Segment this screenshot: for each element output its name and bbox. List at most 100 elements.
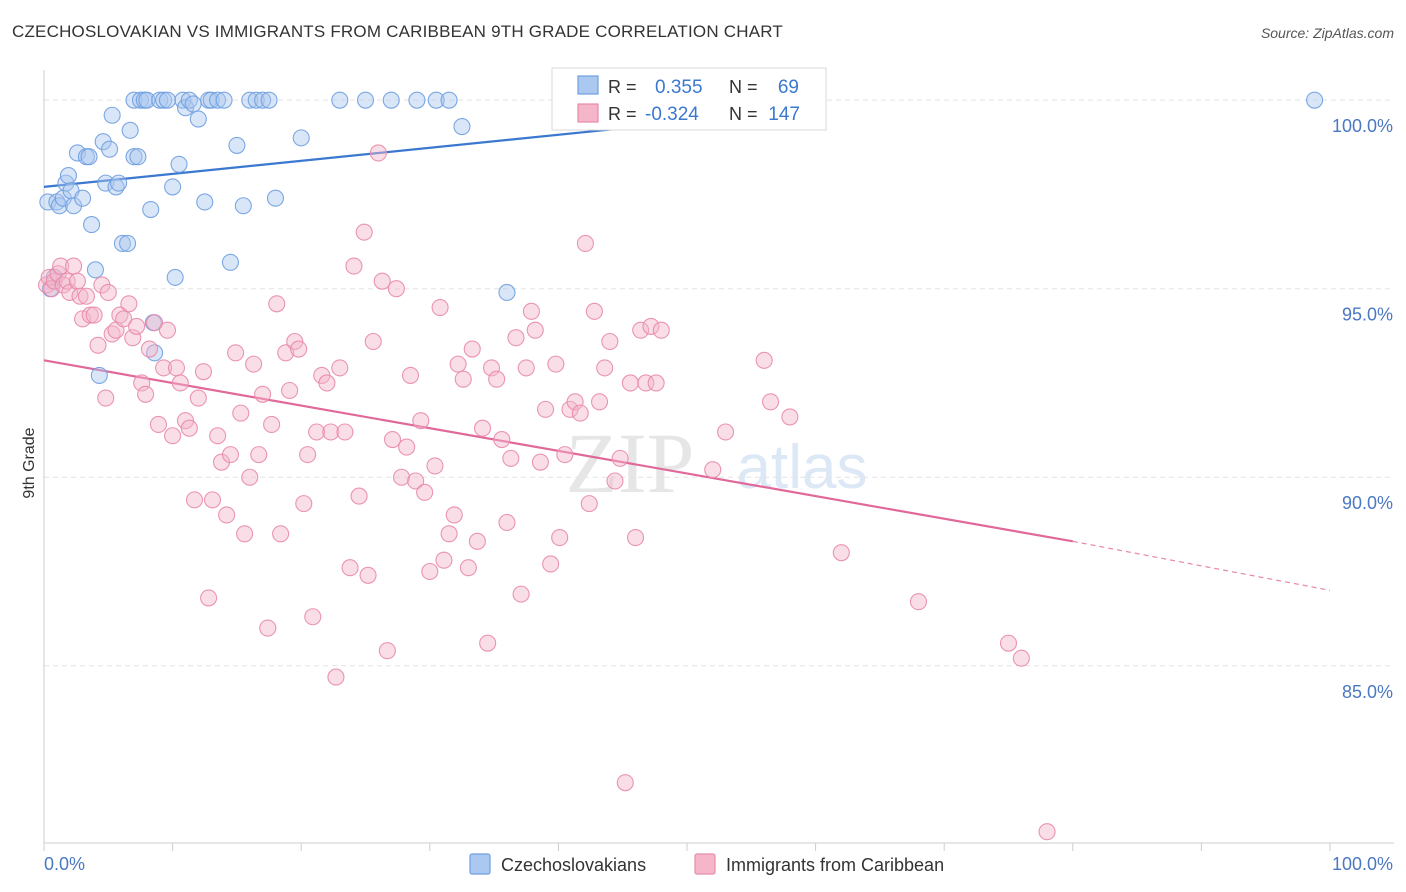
point-caribbean [99, 283, 117, 302]
point-caribbean [164, 427, 182, 445]
point-czechoslovakians [427, 91, 445, 109]
point-caribbean [704, 461, 722, 479]
point-caribbean [435, 551, 453, 569]
point-caribbean [632, 321, 650, 339]
point-caribbean [611, 449, 629, 467]
point-caribbean [85, 306, 103, 324]
point-czechoslovakians [228, 136, 246, 154]
point-caribbean [133, 374, 151, 392]
point-caribbean [616, 774, 634, 792]
point-caribbean [407, 472, 425, 490]
y-tick-label: 100.0% [1332, 116, 1393, 136]
legend-r-label-1: R = [608, 77, 637, 97]
point-caribbean [171, 374, 189, 392]
point-caribbean [355, 223, 373, 241]
point-caribbean [517, 359, 535, 377]
point-caribbean [512, 585, 530, 603]
point-caribbean [263, 415, 281, 433]
point-czechoslovakians [209, 91, 227, 109]
legend-n-value-2: 147 [768, 104, 800, 125]
point-caribbean [551, 529, 569, 547]
x-tick-label: 0.0% [44, 854, 85, 874]
point-czechoslovakians [254, 91, 272, 109]
point-caribbean [556, 446, 574, 464]
point-caribbean [97, 389, 115, 407]
point-caribbean [359, 566, 377, 584]
point-caribbean [468, 532, 486, 550]
point-caribbean [488, 370, 506, 388]
point-czechoslovakians [164, 178, 182, 196]
point-caribbean [401, 366, 420, 384]
point-caribbean [373, 272, 391, 290]
y-tick-labels: 100.0% 95.0% 90.0% 85.0% [1332, 116, 1393, 702]
point-caribbean [65, 257, 83, 275]
point-caribbean [137, 385, 155, 403]
point-czechoslovakians [1306, 91, 1324, 109]
point-caribbean [585, 302, 603, 320]
point-caribbean [647, 374, 665, 392]
bottom-legend: Czechoslovakians Immigrants from Caribbe… [469, 853, 944, 875]
bottom-legend-label-caribbean: Immigrants from Caribbean [726, 855, 944, 875]
point-caribbean [322, 423, 340, 441]
point-caribbean [277, 344, 295, 362]
point-caribbean [369, 144, 387, 162]
x-tick-label: 100.0% [1332, 854, 1393, 874]
point-caribbean [463, 340, 481, 358]
point-czechoslovakians [202, 91, 220, 109]
point-caribbean [81, 306, 99, 324]
point-caribbean [416, 483, 434, 501]
point-caribbean [621, 374, 639, 392]
point-czechoslovakians [382, 91, 400, 109]
point-caribbean [398, 438, 416, 456]
y-tick-label: 90.0% [1342, 493, 1393, 513]
point-caribbean [232, 404, 250, 422]
point-caribbean [299, 446, 317, 464]
point-caribbean [580, 495, 598, 513]
point-czechoslovakians [260, 91, 278, 109]
point-czechoslovakians [125, 148, 143, 166]
point-caribbean [218, 506, 236, 524]
x-tick-labels: 0.0% 100.0% [44, 854, 1393, 874]
source-credit: Source: ZipAtlas.com [1260, 25, 1394, 41]
point-czechoslovakians [74, 189, 92, 207]
point-czechoslovakians [292, 129, 310, 147]
chart-title: CZECHOSLOVAKIAN VS IMMIGRANTS FROM CARIB… [12, 22, 783, 41]
point-czechoslovakians [119, 234, 137, 253]
point-caribbean [336, 423, 354, 441]
data-points [38, 91, 1324, 841]
point-caribbean [652, 321, 670, 339]
point-caribbean [1038, 823, 1056, 841]
point-czechoslovakians [356, 91, 375, 109]
point-caribbean [627, 529, 645, 547]
point-caribbean [120, 295, 138, 313]
point-caribbean [431, 299, 449, 317]
point-caribbean [596, 359, 614, 377]
legend-n-value-1: 69 [778, 77, 799, 98]
point-czechoslovakians [331, 91, 349, 109]
point-caribbean [77, 287, 95, 305]
point-caribbean [383, 430, 402, 449]
point-czechoslovakians [196, 193, 214, 211]
point-caribbean [185, 491, 204, 509]
bottom-legend-swatch-czechoslovakians [469, 853, 491, 875]
point-czechoslovakians [221, 253, 240, 271]
point-caribbean [781, 408, 799, 426]
point-czechoslovakians [83, 216, 101, 234]
y-axis-label: 9th Grade [21, 427, 38, 498]
point-caribbean [189, 389, 207, 407]
point-czechoslovakians [97, 174, 115, 192]
point-caribbean [502, 449, 520, 467]
point-czechoslovakians [86, 261, 104, 279]
point-caribbean [576, 234, 594, 253]
legend-swatch-czechoslovakians [577, 75, 599, 95]
point-caribbean [566, 393, 584, 411]
point-caribbean [167, 359, 186, 377]
bottom-legend-swatch-caribbean [694, 853, 716, 875]
point-caribbean [345, 257, 363, 275]
y-tick-label: 85.0% [1342, 682, 1393, 702]
point-czechoslovakians [453, 118, 471, 136]
point-czechoslovakians [266, 189, 285, 207]
point-caribbean [149, 415, 168, 433]
point-caribbean [124, 329, 142, 347]
